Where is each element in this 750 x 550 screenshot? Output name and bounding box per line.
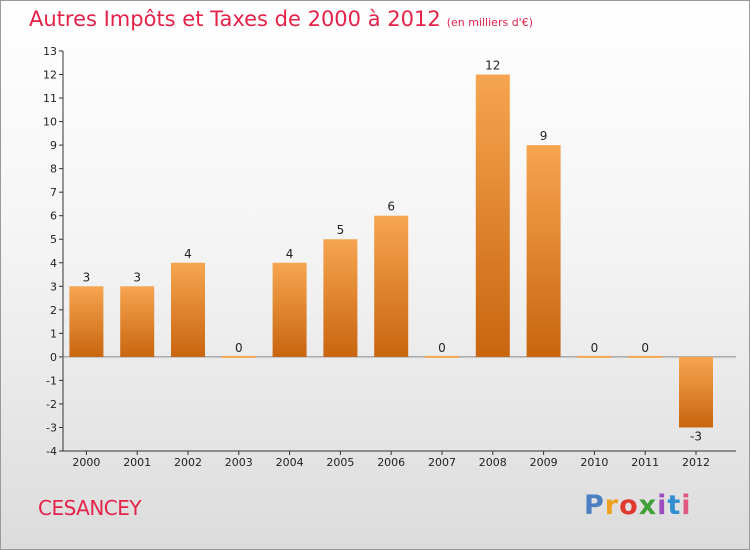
data-label: 0 [641,341,649,355]
x-tick-label: 2009 [530,456,558,469]
y-tick-label: 3 [50,280,57,293]
x-tick-label: 2008 [479,456,507,469]
bar [272,262,307,357]
x-tick-label: 2004 [276,456,304,469]
bar [475,74,510,357]
y-tick-label: 6 [50,210,57,223]
y-tick-label: 7 [50,186,57,199]
chart-data-labels: 3 3 4 0 4 5 6 0 12 9 0 0 -3 [83,59,702,444]
data-label: 9 [540,129,548,143]
x-tick-label: 2003 [225,456,253,469]
chart-title-block: Autres Impôts et Taxes de 2000 à 2012 (en… [29,7,533,31]
x-tick-label: 2012 [682,456,710,469]
chart-bars [69,74,713,428]
data-label: 5 [337,223,345,237]
bar [577,355,612,358]
x-tick-label: 2000 [72,456,100,469]
bar [628,355,663,358]
data-label: 3 [83,270,91,284]
y-tick-label: 10 [43,116,57,129]
chart-title: Autres Impôts et Taxes de 2000 à 2012 [29,7,441,31]
x-tick-label: 2007 [428,456,456,469]
x-tick-label: 2011 [631,456,659,469]
y-tick-label: 5 [50,233,57,246]
bar [69,286,104,357]
y-tick-label: -1 [46,374,57,387]
data-label: 0 [438,341,446,355]
data-label: 4 [286,247,294,261]
brand-letter: P [584,490,605,521]
data-label: 0 [591,341,599,355]
y-tick-label: 9 [50,139,57,152]
bar [120,286,155,357]
y-tick-label: 13 [43,45,57,58]
brand-letter: o [619,490,639,521]
x-tick-label: 2005 [326,456,354,469]
y-tick-label: 0 [50,351,57,364]
brand-letter: r [604,490,620,521]
y-tick-label: -4 [46,445,57,458]
data-label: 12 [485,59,500,73]
x-tick-label: 2006 [377,456,405,469]
commune-name: CESANCEY [38,496,142,520]
brand-letter: i [657,490,668,521]
y-tick-label: 11 [43,92,57,105]
bar [221,355,256,358]
bar [171,262,205,357]
y-tick-label: 2 [50,304,57,317]
chart-subtitle: (en milliers d'€) [446,16,533,29]
bar [526,145,561,357]
data-label: 6 [387,200,395,214]
x-tick-label: 2001 [123,456,151,469]
y-tick-label: -2 [46,398,57,411]
y-tick-label: 1 [50,327,57,340]
data-label: -3 [690,429,702,443]
bar [425,355,459,358]
y-tick-label: 8 [50,163,57,176]
data-label: 3 [133,270,141,284]
data-label: 4 [184,247,192,261]
bar [323,239,358,357]
brand-letter: x [638,490,658,521]
x-tick-label: 2010 [580,456,608,469]
bar [374,215,409,357]
y-tick-label: 4 [50,257,57,270]
proxiti-logo: Proxiti [584,490,692,521]
brand-letter: t [667,490,682,521]
y-tick-label: -3 [46,421,57,434]
data-label: 0 [235,341,243,355]
x-tick-label: 2002 [174,456,202,469]
brand-letter: i [681,490,692,521]
y-tick-label: 12 [43,69,57,82]
bar [679,356,713,428]
